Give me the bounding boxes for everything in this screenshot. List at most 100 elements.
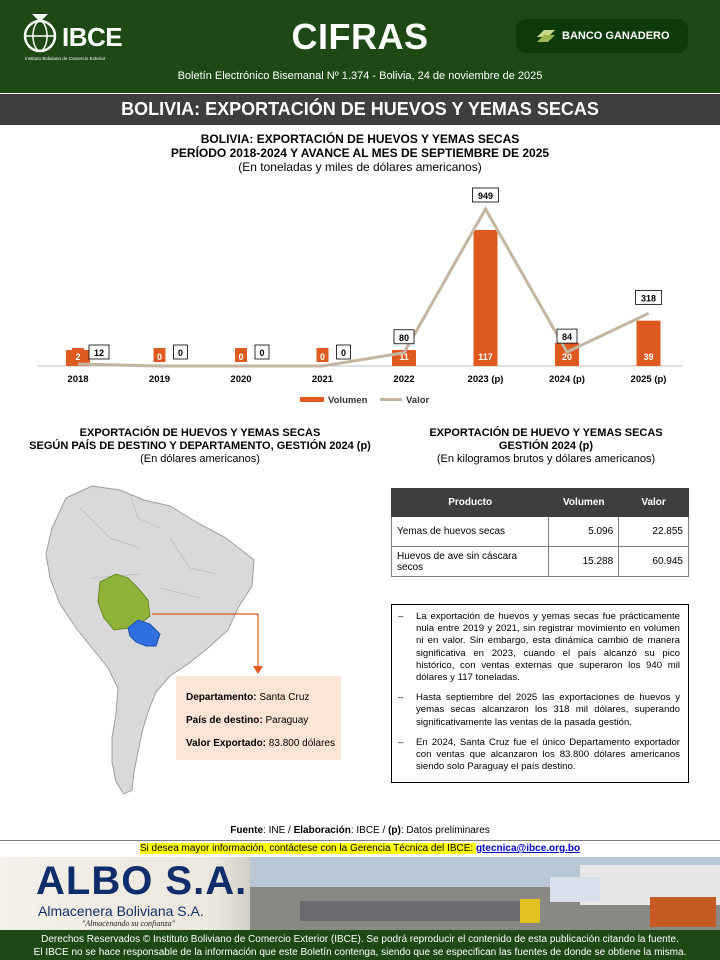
value-label-box: [393, 329, 415, 345]
bar-volumen-label-bg: [316, 348, 329, 362]
bar-volumen: [636, 320, 661, 366]
line-data-label: 0: [259, 348, 264, 358]
bar-data-label: 0: [320, 352, 325, 362]
note-item: – La exportación de huevos y yemas secas …: [398, 611, 680, 684]
source-line: Fuente: INE / Elaboración: IBCE / (p): D…: [230, 825, 490, 836]
value-label-box: [556, 328, 578, 344]
bar-data-label: 11: [399, 352, 409, 362]
dept-label: Departamento:: [186, 692, 257, 703]
bar-volumen-small: [72, 348, 84, 364]
table-block-title-line2: GESTIÓN 2024 (p): [498, 440, 594, 452]
chart-subtitle: (En toneladas y miles de dólares america…: [238, 160, 482, 174]
cell-value: 22.855: [618, 516, 689, 547]
header-value: Valor: [618, 488, 689, 517]
legend-label-valor: Valor: [406, 395, 430, 406]
arrow-head: [253, 666, 263, 674]
globe-icon: [23, 14, 57, 53]
header-volume: Volumen: [548, 488, 620, 517]
line-data-label: 318: [641, 293, 656, 303]
bar-data-label: 117: [478, 352, 493, 362]
page-title: CIFRAS: [291, 16, 429, 57]
map-block-title-line1: EXPORTACIÓN DE HUEVOS Y YEMAS SECAS: [79, 427, 321, 439]
albo-subtitle: Almacenera Boliviana S.A.: [38, 903, 204, 919]
x-tick-label: 2021: [312, 374, 334, 385]
x-tick-label: 2022: [393, 374, 414, 385]
note-item: – En 2024, Santa Cruz fue el único Depart…: [398, 736, 680, 773]
x-tick-label: 2018: [67, 374, 88, 385]
warehouse-photo-illustration: [250, 857, 720, 930]
bar-volumen-label-bg: [235, 348, 247, 362]
line-data-label: 0: [178, 348, 183, 358]
value-value: 83.800 dólares: [268, 738, 335, 749]
logo-subtitle: Instituto Boliviano de Comercio Exterior: [25, 56, 106, 61]
value-label-box: [88, 344, 110, 360]
ibce-logo[interactable]: IBCE Instituto Boliviano de Comercio Ext…: [22, 12, 132, 62]
legend-label-volumen: Volumen: [328, 395, 368, 406]
albo-brand: ALBO S.A.: [36, 859, 248, 903]
divider: [0, 840, 720, 841]
note-item: – Hasta septiembre del 2025 las exportaci…: [398, 692, 680, 728]
cell-value: 60.945: [618, 546, 689, 577]
cell-volume: 15.288: [548, 546, 620, 577]
bar-volumen: [473, 230, 498, 366]
value-label-box: [173, 344, 188, 360]
cell-product: Huevos de ave sin cáscara secos: [390, 546, 550, 577]
albo-advertisement[interactable]: ALBO S.A. Almacenera Boliviana S.A. "Alm…: [0, 857, 720, 930]
footer: Derechos Reservados © Instituto Bolivian…: [0, 930, 720, 960]
line-data-label: 80: [399, 333, 409, 343]
line-data-label: 84: [562, 332, 572, 342]
bar-data-label: 20: [562, 352, 572, 362]
value-label-box: [254, 344, 270, 360]
x-tick-label: 2024 (p): [549, 374, 585, 385]
bulletin-line: Boletín Electrónico Bisemanal Nº 1.374 -…: [177, 70, 543, 82]
cell-volume: 5.096: [548, 516, 620, 547]
line-data-label: 12: [94, 348, 104, 358]
line-data-label: 949: [478, 191, 493, 201]
table-row: Huevos de ave sin cáscara secos 15.288 6…: [390, 546, 689, 577]
cell-product: Yemas de huevos secas: [390, 516, 550, 547]
bar-data-label: 0: [157, 352, 162, 362]
table-block-title-line1: EXPORTACIÓN DE HUEVO Y YEMAS SECAS: [429, 427, 663, 439]
value-label-box: [635, 289, 662, 305]
header: IBCE Instituto Boliviano de Comercio Ext…: [0, 0, 720, 93]
banco-ganadero-button[interactable]: BANCO GANADERO: [516, 19, 688, 53]
x-tick-label: 2025 (p): [631, 374, 667, 385]
bar-data-label: 0: [238, 352, 243, 362]
albo-slogan: "Almacenando su confianza": [82, 919, 175, 928]
contact-text: Si desea mayor información, contáctese c…: [139, 843, 476, 854]
x-tick-label: 2020: [230, 374, 251, 385]
notes-box: – La exportación de huevos y yemas secas …: [391, 604, 689, 783]
bank-logo-icon: [537, 30, 555, 42]
line-data-label: 0: [341, 348, 346, 358]
logo-text: IBCE: [62, 22, 123, 52]
country-label: País de destino:: [186, 715, 263, 726]
legend-swatch-volumen: [300, 397, 324, 402]
footer-line1: Derechos Reservados © Instituto Bolivian…: [41, 934, 679, 945]
bank-label: BANCO GANADERO: [562, 30, 670, 42]
arrow-line: [152, 613, 259, 668]
export-info-box: Departamento: Santa Cruz País de destino…: [176, 676, 341, 760]
footer-line2: El IBCE no se hace responsable de la inf…: [33, 947, 687, 958]
header-product: Producto: [390, 488, 550, 517]
bar-data-label: 39: [643, 352, 653, 362]
contact-line: Si desea mayor información, contáctese c…: [0, 843, 720, 854]
bar-volumen-label-bg: [153, 348, 166, 362]
table-row: Yemas de huevos secas 5.096 22.855: [390, 516, 689, 547]
value-label-box: [472, 187, 499, 203]
table-header-row: Producto Volumen Valor: [390, 488, 689, 517]
map-block-subtitle: (En dólares americanos): [140, 453, 260, 465]
table-block-subtitle: (En kilogramos brutos y dólares american…: [436, 453, 656, 465]
line-valor: [77, 205, 650, 368]
bolivia-shape: [97, 573, 151, 631]
country-value: Paraguay: [265, 715, 309, 726]
value-label-box: [336, 344, 351, 360]
dept-value: Santa Cruz: [259, 692, 310, 703]
bar-data-label: 2: [75, 352, 80, 362]
value-label: Valor Exportado:: [186, 738, 267, 749]
chart-title-line2: PERÍODO 2018-2024 Y AVANCE AL MES DE SEP…: [170, 146, 550, 160]
contact-email-link[interactable]: gtecnica@ibce.org.bo: [475, 843, 581, 854]
south-america-map: [45, 485, 263, 795]
product-table: Producto Volumen Valor Yemas de huevos s…: [390, 488, 689, 577]
x-tick-label: 2019: [149, 374, 170, 385]
chart-title-line1: BOLIVIA: EXPORTACIÓN DE HUEVOS Y YEMAS S…: [200, 132, 520, 146]
